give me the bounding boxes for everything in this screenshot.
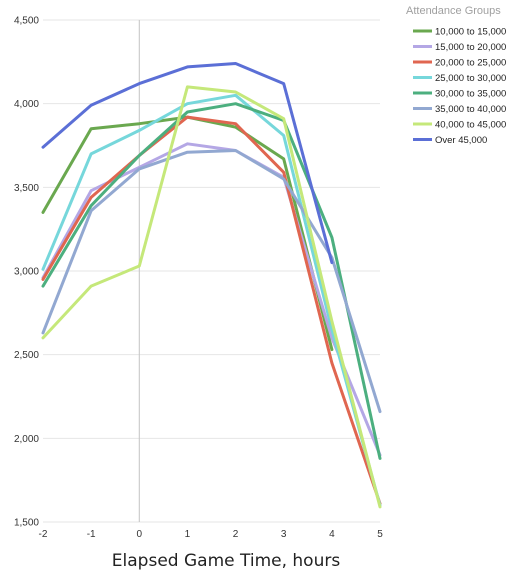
series-line [41,142,382,457]
series-lines [41,62,382,509]
gridlines [43,19,380,523]
series-line [41,93,382,507]
x-tick-label: 4 [329,529,335,540]
x-tick-label: -2 [39,529,48,540]
y-tick-label: 2,000 [14,434,39,445]
legend-label: 25,000 to 30,000 [435,73,506,84]
series-line [41,62,334,265]
legend-label: 10,000 to 15,000 [435,27,506,38]
y-tick-label: 2,500 [14,350,39,361]
x-axis-title: Elapsed Game Time, hours [112,551,341,570]
legend-items: 10,000 to 15,000 15,000 to 20,000 20,000 t… [413,27,506,146]
x-tick-label: 1 [185,529,191,540]
series-line [41,85,382,509]
x-tick-label: -1 [87,529,96,540]
series-line [41,149,382,414]
legend-title: Attendance Groups [406,5,501,17]
legend-label: 40,000 to 45,000 [435,120,506,131]
legend-label: Over 45,000 [435,135,487,146]
legend-label: 30,000 to 35,000 [435,89,506,100]
legend-label: 15,000 to 20,000 [435,42,506,53]
x-tick-labels: -2 -1 0 1 2 3 4 5 [39,529,384,540]
y-tick-labels: 1,500 2,000 2,500 3,000 3,500 4,000 4,500 [14,16,39,529]
x-tick-label: 0 [137,529,143,540]
y-tick-label: 3,500 [14,183,39,194]
x-tick-label: 2 [233,529,239,540]
legend-label: 35,000 to 40,000 [435,104,506,115]
y-tick-label: 3,000 [14,267,39,278]
legend-label: 20,000 to 25,000 [435,58,506,69]
y-tick-label: 1,500 [14,518,39,529]
x-tick-label: 5 [377,529,383,540]
series-line [41,115,382,506]
x-tick-label: 3 [281,529,287,540]
legend: Attendance Groups 10,000 to 15,000 15,000… [406,5,506,146]
y-tick-label: 4,000 [14,99,39,110]
series-line [41,102,382,460]
y-tick-label: 4,500 [14,16,39,27]
